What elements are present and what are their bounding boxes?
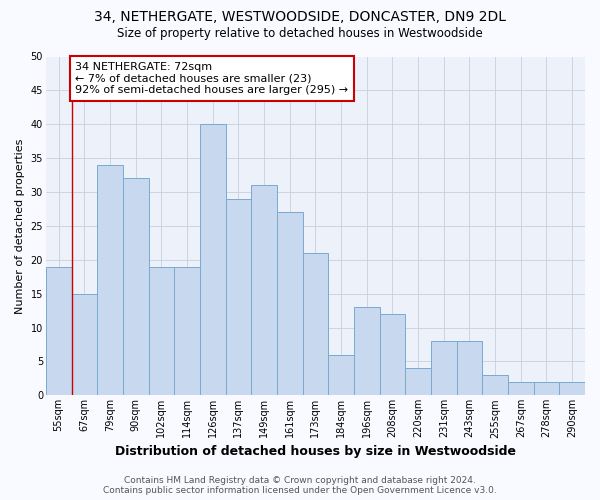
Text: Size of property relative to detached houses in Westwoodside: Size of property relative to detached ho… xyxy=(117,28,483,40)
Bar xyxy=(559,382,585,396)
Y-axis label: Number of detached properties: Number of detached properties xyxy=(15,138,25,314)
Bar xyxy=(277,212,302,396)
Bar xyxy=(457,341,482,396)
Bar xyxy=(302,253,328,396)
Bar xyxy=(226,199,251,396)
Text: Contains HM Land Registry data © Crown copyright and database right 2024.
Contai: Contains HM Land Registry data © Crown c… xyxy=(103,476,497,495)
Bar xyxy=(123,178,149,396)
Bar xyxy=(405,368,431,396)
Bar xyxy=(97,165,123,396)
Bar xyxy=(174,266,200,396)
Bar xyxy=(508,382,533,396)
X-axis label: Distribution of detached houses by size in Westwoodside: Distribution of detached houses by size … xyxy=(115,444,516,458)
Bar xyxy=(328,354,354,396)
Bar xyxy=(482,375,508,396)
Bar xyxy=(149,266,174,396)
Bar xyxy=(71,294,97,396)
Bar xyxy=(251,185,277,396)
Bar xyxy=(431,341,457,396)
Bar xyxy=(46,266,71,396)
Text: 34, NETHERGATE, WESTWOODSIDE, DONCASTER, DN9 2DL: 34, NETHERGATE, WESTWOODSIDE, DONCASTER,… xyxy=(94,10,506,24)
Bar xyxy=(380,314,405,396)
Bar xyxy=(533,382,559,396)
Bar xyxy=(354,307,380,396)
Bar xyxy=(200,124,226,396)
Text: 34 NETHERGATE: 72sqm
← 7% of detached houses are smaller (23)
92% of semi-detach: 34 NETHERGATE: 72sqm ← 7% of detached ho… xyxy=(76,62,349,95)
